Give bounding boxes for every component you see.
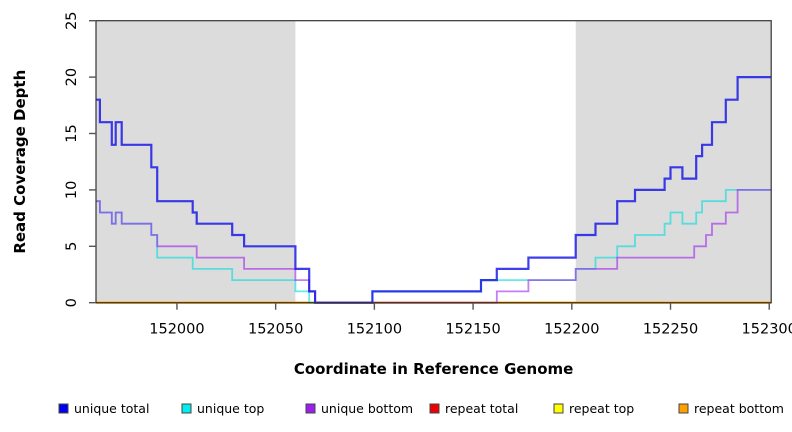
legend-label: repeat total (445, 401, 518, 416)
legend-item-unique-top: unique top (181, 401, 264, 416)
legend-label: repeat top (569, 401, 634, 416)
legend-swatch (58, 403, 69, 414)
legend-label: unique top (197, 401, 264, 416)
x-axis-tick-label: 152050 (248, 322, 303, 338)
y-axis-tick-label: 25 (64, 11, 80, 29)
y-axis-tick-label: 15 (64, 124, 80, 142)
legend-item-unique-total: unique total (58, 401, 149, 416)
legend-item-repeat-bottom: repeat bottom (678, 401, 784, 416)
legend-label: unique bottom (321, 401, 413, 416)
x-axis-tick-label: 152000 (149, 322, 204, 338)
legend-swatch (181, 403, 192, 414)
x-axis-tick-label: 152300 (742, 322, 792, 338)
y-axis-tick-label: 5 (64, 242, 80, 251)
legend-label: unique total (74, 401, 149, 416)
x-axis-tick-label: 152150 (445, 322, 500, 338)
y-axis-tick-label: 20 (64, 68, 80, 86)
shaded-repeat-band (575, 20, 772, 303)
plot-box (95, 20, 772, 304)
legend-swatch (305, 403, 316, 414)
legend-label: repeat bottom (694, 401, 784, 416)
legend-swatch (678, 403, 689, 414)
shaded-repeat-band (96, 20, 296, 303)
y-axis-tick-label: 10 (64, 181, 80, 199)
x-axis-title: Coordinate in Reference Genome (294, 360, 574, 378)
y-axis-tick-label: 0 (64, 298, 80, 307)
y-axis-title: Read Coverage Depth (11, 70, 29, 254)
legend-item-repeat-top: repeat top (553, 401, 634, 416)
legend-swatch (553, 403, 564, 414)
legend-item-unique-bottom: unique bottom (305, 401, 413, 416)
series-line-unique-total (96, 76, 772, 304)
legend-item-repeat-total: repeat total (429, 401, 518, 416)
x-axis-tick-label: 152100 (347, 322, 402, 338)
legend-swatch (429, 403, 440, 414)
x-axis-tick-label: 152250 (643, 322, 698, 338)
x-axis-tick-label: 152200 (544, 322, 599, 338)
